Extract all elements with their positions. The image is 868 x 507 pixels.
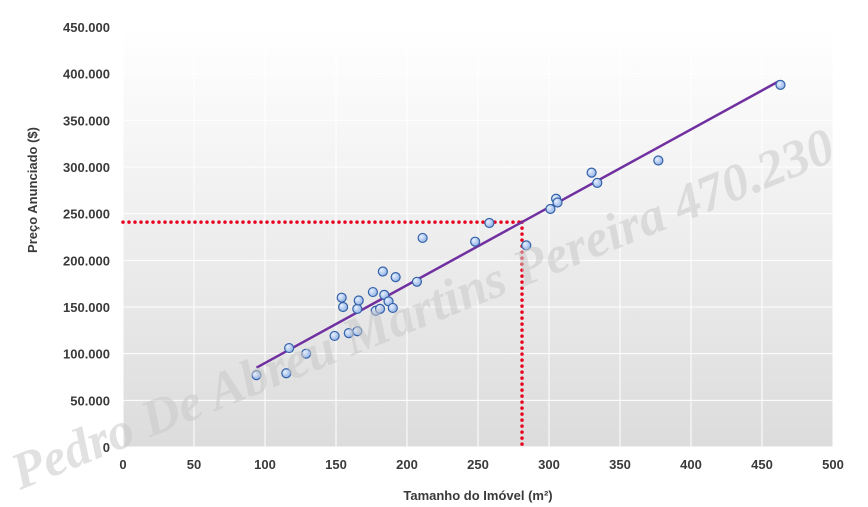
data-point — [336, 292, 347, 303]
data-point — [377, 266, 388, 277]
data-point — [338, 301, 349, 313]
data-point — [329, 330, 340, 342]
y-tick-label: 50.000 — [70, 393, 110, 408]
trendline-layer — [255, 80, 780, 369]
y-tick-label: 350.000 — [63, 113, 110, 128]
x-tick-label: 200 — [396, 457, 418, 472]
data-point — [301, 348, 312, 359]
data-point — [417, 232, 428, 244]
x-tick-label: 150 — [325, 457, 347, 472]
data-point — [390, 272, 401, 283]
y-axis-title: Preço Anunciado ($) — [25, 127, 40, 253]
x-tick-label: 100 — [254, 457, 276, 472]
data-point — [284, 342, 295, 354]
data-point — [552, 197, 563, 208]
y-tick-label: 450.000 — [63, 20, 110, 35]
data-point — [545, 203, 556, 215]
data-point — [353, 295, 364, 306]
y-axis-ticks: 0 50.000 100.000 150.000 200.000 250.000 300.0… — [63, 20, 110, 455]
data-point — [592, 177, 603, 188]
data-point — [387, 302, 398, 314]
y-tick-label: 400.000 — [63, 67, 110, 82]
reference-lines — [121, 220, 524, 449]
x-tick-label: 50 — [187, 457, 201, 472]
data-point — [374, 303, 386, 314]
grid — [122, 26, 834, 448]
data-point — [281, 368, 292, 379]
data-point — [251, 370, 262, 381]
data-point — [484, 217, 495, 229]
data-point — [775, 79, 786, 90]
trendline — [255, 80, 780, 369]
y-tick-label: 0 — [103, 440, 110, 455]
x-axis-ticks: 0 50 100 150 200 250 300 350 400 450 500 — [119, 457, 843, 472]
x-axis-title: Tamanho do Imóvel (m²) — [403, 488, 552, 503]
data-point — [586, 167, 597, 178]
y-tick-label: 150.000 — [63, 300, 110, 315]
data-point — [411, 276, 423, 287]
data-point — [470, 236, 481, 247]
y-tick-label: 200.000 — [63, 253, 110, 268]
x-tick-label: 0 — [119, 457, 126, 472]
y-tick-label: 300.000 — [63, 160, 110, 175]
data-point — [521, 240, 532, 251]
data-point — [352, 326, 363, 337]
data-points — [251, 79, 786, 381]
x-tick-label: 450 — [751, 457, 773, 472]
y-tick-label: 250.000 — [63, 207, 110, 222]
data-point — [367, 286, 379, 298]
x-tick-label: 500 — [822, 457, 844, 472]
x-tick-label: 300 — [538, 457, 560, 472]
y-tick-label: 100.000 — [63, 347, 110, 362]
x-tick-label: 250 — [467, 457, 489, 472]
x-tick-label: 400 — [680, 457, 702, 472]
data-point — [653, 155, 664, 166]
x-tick-label: 350 — [609, 457, 631, 472]
